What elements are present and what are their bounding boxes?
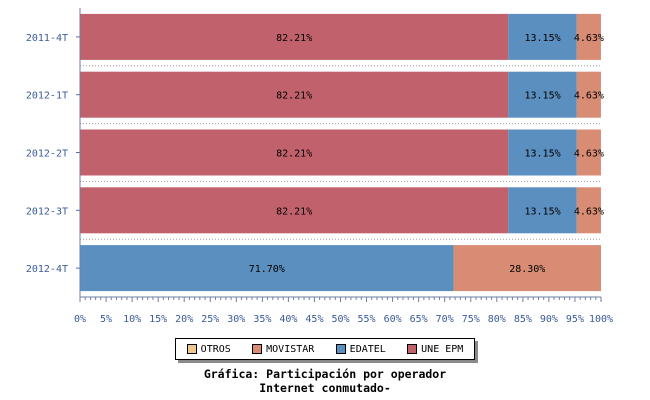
legend-item-movistar: MOVISTAR <box>252 344 314 355</box>
data-label: 13.15% <box>525 91 561 102</box>
bar-segment <box>508 71 577 118</box>
bar-segment <box>508 129 577 176</box>
legend-item-edatel: EDATEL <box>335 343 386 355</box>
bar-segment <box>453 245 601 292</box>
y-tick-label: 2012-1T <box>26 91 68 102</box>
bar-segment <box>576 129 601 176</box>
x-tick-label: 65% <box>410 314 428 325</box>
legend-swatch-une-epm <box>407 344 418 354</box>
x-tick-label: 30% <box>227 314 245 325</box>
bar-segment <box>80 245 454 292</box>
bar-segment <box>80 187 509 234</box>
data-label: 13.15% <box>525 33 561 44</box>
bar-segment <box>576 71 601 118</box>
legend-label-movistar: MOVISTAR <box>266 343 315 355</box>
data-label: 82.21% <box>276 149 312 160</box>
legend-item-une-epm: UNE EPM <box>407 344 463 355</box>
x-tick-label: 95% <box>566 314 584 325</box>
data-label: 82.21% <box>276 33 312 44</box>
x-tick-label: 40% <box>279 314 297 325</box>
chart-title: Gráfica: Participación por operador <box>203 367 447 381</box>
x-tick-label: 50% <box>331 314 349 325</box>
y-tick-label: 2011-4T <box>26 33 68 44</box>
x-tick-label: 75% <box>462 314 480 325</box>
x-tick-label: 85% <box>514 314 532 325</box>
bar-segment <box>80 13 509 60</box>
data-label: 4.63% <box>574 33 604 44</box>
bar-segment <box>508 187 577 234</box>
x-tick-label: 80% <box>488 314 506 325</box>
x-tick-label: 45% <box>305 314 323 325</box>
data-label: 82.21% <box>276 206 312 217</box>
x-tick-label: 15% <box>149 314 167 325</box>
x-tick-label: 10% <box>123 314 141 325</box>
x-tick-label: 100% <box>589 314 613 325</box>
y-tick-label: 2012-4T <box>26 264 68 275</box>
y-tick-label: 2012-3T <box>26 206 68 217</box>
x-tick-label: 5% <box>100 314 112 325</box>
data-label: 13.15% <box>525 206 561 217</box>
bar-segment <box>576 187 601 234</box>
legend-label-otros: OTROS <box>200 343 231 355</box>
bar-segment <box>576 13 601 60</box>
data-label: 4.63% <box>574 149 604 160</box>
y-tick-label: 2012-2T <box>26 149 68 160</box>
data-label: 4.63% <box>574 91 604 102</box>
data-label: 28.30% <box>509 264 545 275</box>
legend-item-otros: OTROS <box>186 343 231 355</box>
chart-subtitle: Internet conmutado- <box>259 381 391 395</box>
x-tick-label: 0% <box>74 314 86 325</box>
chart-legend: OTROS MOVISTAR EDATEL UNE EPM <box>175 338 475 360</box>
bar-segment <box>80 71 509 118</box>
x-tick-label: 70% <box>436 314 454 325</box>
legend-label-une-epm: UNE EPM <box>421 343 464 355</box>
legend-swatch-otros <box>186 344 197 354</box>
x-tick-label: 55% <box>358 314 376 325</box>
data-label: 4.63% <box>574 206 604 217</box>
x-tick-label: 90% <box>540 314 558 325</box>
legend-swatch-edatel <box>335 344 346 354</box>
x-tick-label: 60% <box>384 314 402 325</box>
x-tick-label: 20% <box>175 314 193 325</box>
legend-label-edatel: EDATEL <box>349 343 386 355</box>
x-tick-label: 25% <box>201 314 219 325</box>
data-label: 71.70% <box>249 264 285 275</box>
stacked-bar-chart: 82.21% 13.15% 4.63% 2011-4T 82.21% 13.15% 4.63… <box>26 8 613 325</box>
bar-segment <box>80 129 509 176</box>
x-tick-label: 35% <box>253 314 271 325</box>
data-label: 13.15% <box>525 149 561 160</box>
data-label: 82.21% <box>276 91 312 102</box>
bar-segment <box>508 13 577 60</box>
legend-swatch-movistar <box>252 344 263 354</box>
